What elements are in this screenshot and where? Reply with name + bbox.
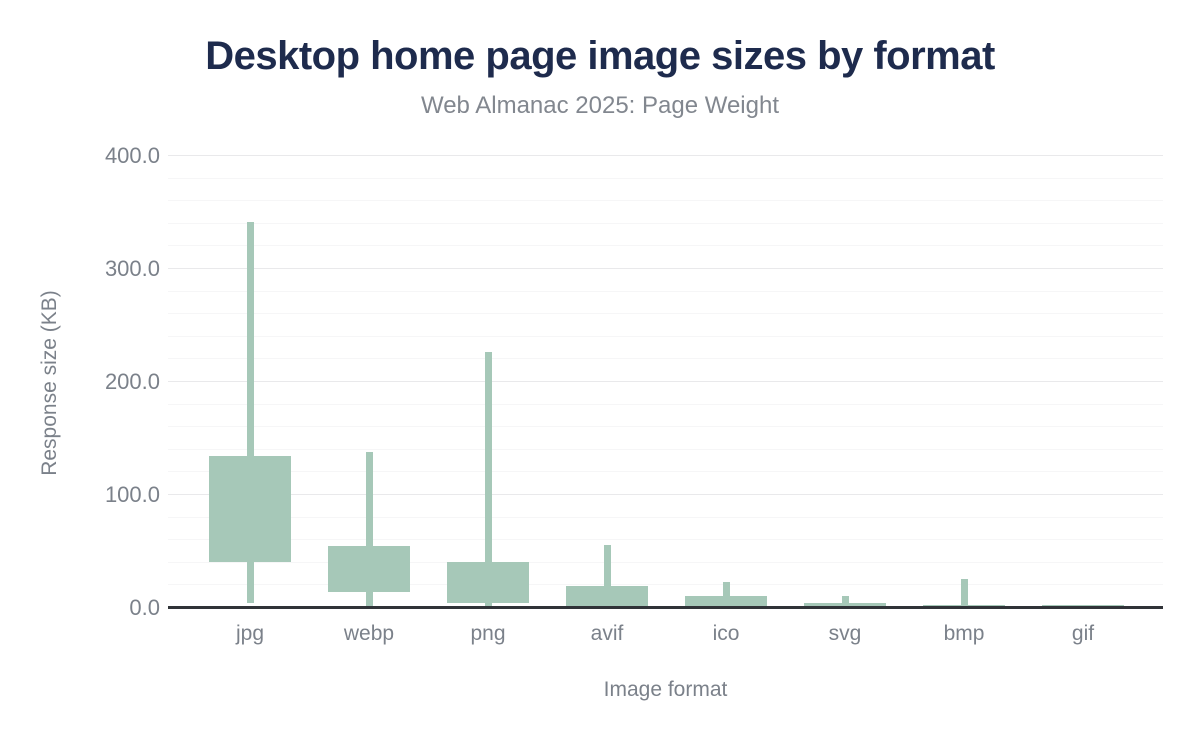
box-ico[interactable]	[685, 596, 767, 607]
major-gridline-100	[168, 494, 1163, 495]
whisker-webp[interactable]	[365, 451, 373, 606]
x-axis-line	[168, 606, 1163, 609]
box-svg[interactable]	[804, 602, 886, 607]
minor-gridline-180	[168, 403, 1163, 405]
x-tick-label-gif: gif	[1071, 622, 1095, 645]
minor-gridline-60	[168, 539, 1163, 541]
minor-gridline-220	[168, 358, 1163, 360]
whisker-ico[interactable]	[722, 581, 730, 608]
minor-gridline-280	[168, 290, 1163, 292]
x-tick-label-ico: ico	[712, 622, 740, 645]
whisker-jpg[interactable]	[246, 222, 254, 603]
x-tick-label-jpg: jpg	[235, 622, 265, 645]
box-bmp[interactable]	[923, 604, 1005, 607]
box-png[interactable]	[447, 562, 529, 603]
y-tick-label-300: 300.0	[104, 255, 160, 281]
minor-gridline-160	[168, 426, 1163, 428]
y-tick-label-400: 400.0	[104, 142, 160, 168]
whisker-avif[interactable]	[603, 545, 611, 608]
box-jpg[interactable]	[209, 456, 291, 563]
minor-gridline-260	[168, 313, 1163, 315]
x-axis-title: Image format	[603, 678, 728, 701]
minor-gridline-320	[168, 245, 1163, 247]
whisker-png[interactable]	[484, 352, 492, 607]
x-tick-label-bmp: bmp	[943, 622, 985, 645]
x-tick-label-png: png	[470, 622, 506, 645]
minor-gridline-380	[168, 177, 1163, 179]
y-tick-label-0: 0.0	[129, 594, 160, 620]
major-gridline-300	[168, 268, 1163, 269]
chart-title: Desktop home page image sizes by format	[205, 34, 995, 78]
whisker-svg[interactable]	[841, 596, 849, 608]
minor-gridline-80	[168, 516, 1163, 518]
x-tick-label-avif: avif	[590, 622, 624, 645]
minor-gridline-140	[168, 448, 1163, 450]
y-tick-label-100: 100.0	[104, 481, 160, 507]
y-axis-title: Response size (KB)	[38, 290, 61, 476]
y-tick-label-200: 200.0	[104, 368, 160, 394]
minor-gridline-120	[168, 471, 1163, 473]
x-tick-label-svg: svg	[828, 622, 862, 645]
box-avif[interactable]	[566, 586, 648, 606]
major-gridline-400	[168, 155, 1163, 156]
minor-gridline-240	[168, 335, 1163, 337]
minor-gridline-40	[168, 561, 1163, 563]
minor-gridline-20	[168, 584, 1163, 586]
major-gridline-200	[168, 381, 1163, 382]
x-tick-label-webp: webp	[343, 622, 395, 645]
minor-gridline-340	[168, 222, 1163, 224]
minor-gridline-360	[168, 200, 1163, 202]
chart-subtitle: Web Almanac 2025: Page Weight	[420, 92, 779, 119]
box-webp[interactable]	[328, 546, 410, 592]
whisker-bmp[interactable]	[960, 579, 968, 608]
